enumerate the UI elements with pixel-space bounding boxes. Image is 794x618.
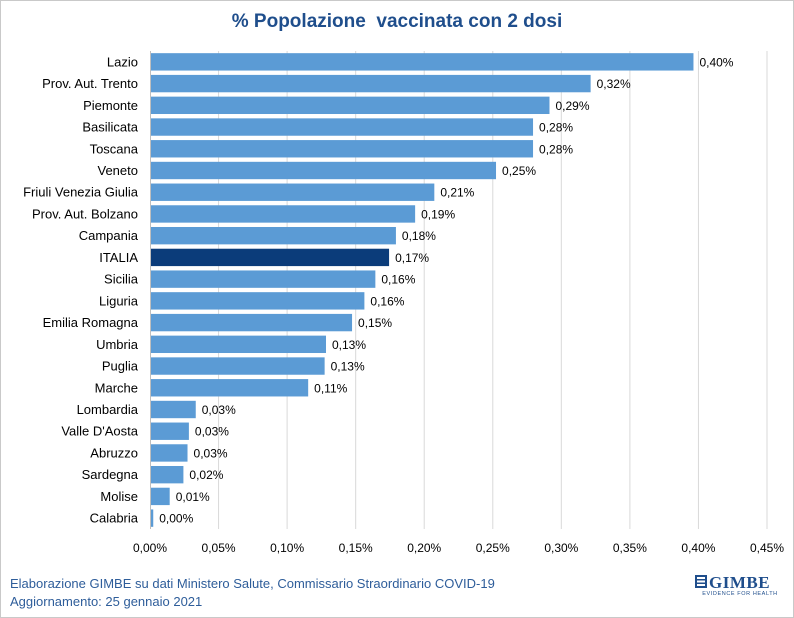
bar-17	[150, 422, 189, 440]
category-label: Friuli Venezia Giulia	[23, 185, 139, 200]
bar-11	[150, 292, 365, 310]
category-label: Calabria	[90, 511, 139, 526]
data-label: 0,03%	[194, 446, 228, 460]
data-label: 0,17%	[395, 251, 429, 265]
data-label: 0,03%	[195, 425, 229, 439]
data-label: 0,15%	[358, 316, 392, 330]
data-label: 0,21%	[440, 186, 474, 200]
category-label: Basilicata	[82, 120, 138, 135]
category-label: Lazio	[107, 54, 138, 69]
category-label: Umbria	[96, 337, 139, 352]
bar-19	[150, 465, 184, 484]
category-label: Marche	[95, 380, 138, 395]
category-label: Molise	[100, 489, 138, 504]
x-tick-label: 0,30%	[544, 541, 578, 555]
x-tick-label: 0,35%	[613, 541, 647, 555]
bar-21	[150, 509, 154, 527]
x-tick-label: 0,10%	[270, 541, 304, 555]
category-label: Piemonte	[83, 98, 138, 113]
data-label: 0,29%	[555, 99, 589, 113]
category-label: ITALIA	[99, 250, 138, 265]
category-label: Prov. Aut. Bolzano	[32, 206, 138, 221]
bar-3	[150, 118, 534, 136]
bar-0	[150, 53, 694, 71]
bar-8	[150, 226, 396, 245]
data-label: 0,16%	[381, 273, 415, 287]
data-label: 0,28%	[539, 121, 573, 135]
category-label: Sicilia	[104, 272, 139, 287]
data-label: 0,19%	[421, 207, 455, 221]
data-label: 0,16%	[370, 294, 404, 308]
x-tick-label: 0,20%	[407, 541, 441, 555]
data-label: 0,25%	[502, 164, 536, 178]
bar-2	[150, 96, 550, 115]
category-label: Valle D'Aosta	[61, 424, 138, 439]
footer-source: Elaborazione GIMBE su dati Ministero Sal…	[10, 576, 495, 591]
data-label: 0,11%	[314, 381, 347, 395]
chart-title: % Popolazione vaccinata con 2 dosi	[231, 11, 563, 32]
bar-7	[150, 205, 416, 223]
category-label: Toscana	[90, 141, 139, 156]
data-label: 0,01%	[176, 490, 210, 504]
bar-9	[150, 248, 390, 267]
category-label: Sardegna	[82, 467, 139, 482]
category-label: Liguria	[99, 293, 139, 308]
bar-15	[150, 379, 309, 397]
bar-6	[150, 183, 435, 201]
bar-1	[150, 74, 591, 93]
footer-updated: Aggiornamento: 25 gennaio 2021	[10, 594, 203, 609]
data-label: 0,18%	[402, 229, 436, 243]
bar-18	[150, 444, 188, 462]
category-label: Lombardia	[77, 402, 139, 417]
bar-14	[150, 357, 325, 375]
data-label: 0,32%	[597, 77, 631, 91]
bar-10	[150, 270, 376, 288]
category-label: Campania	[79, 228, 139, 243]
x-tick-label: 0,45%	[750, 541, 784, 555]
bar-5	[150, 161, 497, 180]
data-label: 0,13%	[331, 360, 365, 374]
x-tick-label: 0,40%	[681, 541, 715, 555]
bar-20	[150, 487, 170, 506]
x-tick-label: 0,25%	[476, 541, 510, 555]
bar-4	[150, 140, 534, 158]
data-label: 0,02%	[189, 468, 223, 482]
category-label: Prov. Aut. Trento	[42, 76, 138, 91]
bar-16	[150, 400, 196, 419]
category-label: Veneto	[98, 163, 139, 178]
category-label: Abruzzo	[90, 445, 138, 460]
data-label: 0,00%	[159, 512, 193, 526]
bar-13	[150, 335, 327, 354]
data-label: 0,28%	[539, 142, 573, 156]
data-label: 0,40%	[699, 55, 733, 69]
data-label: 0,13%	[332, 338, 366, 352]
chart-footer: Elaborazione GIMBE su dati Ministero Sal…	[10, 575, 495, 611]
gimbe-logo: GIMBE EVIDENCE FOR HEALTH	[693, 573, 785, 601]
x-tick-label: 0,05%	[202, 541, 236, 555]
logo-tagline: EVIDENCE FOR HEALTH	[702, 591, 778, 597]
category-label: Emilia Romagna	[43, 315, 139, 330]
category-label: Puglia	[102, 359, 139, 374]
logo-wordmark: GIMBE	[709, 573, 771, 592]
x-tick-label: 0,15%	[339, 541, 373, 555]
bar-12	[150, 313, 353, 332]
gimbe-mark-icon	[695, 575, 707, 588]
data-label: 0,03%	[202, 403, 236, 417]
x-tick-label: 0,00%	[133, 541, 167, 555]
